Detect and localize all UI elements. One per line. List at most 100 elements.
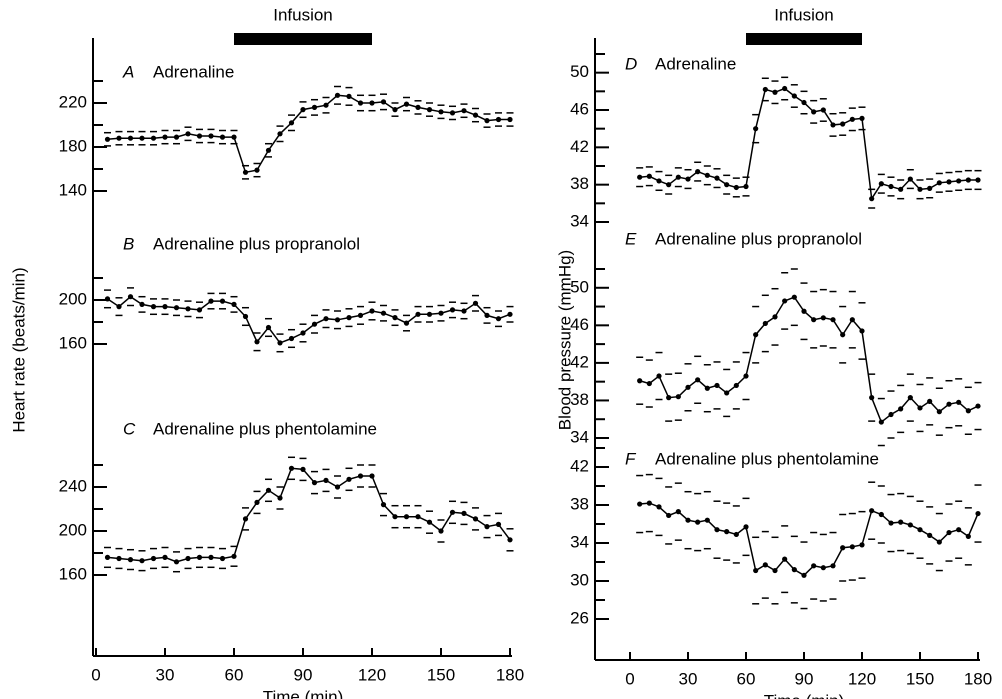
data-point	[139, 301, 145, 307]
data-point	[849, 544, 855, 550]
data-point	[791, 294, 797, 300]
data-point	[265, 487, 272, 493]
y-tick-label: 34	[570, 427, 589, 446]
data-point	[762, 320, 768, 327]
data-point	[753, 332, 759, 338]
y-tick-label: 38	[570, 390, 589, 409]
data-point	[472, 300, 479, 306]
y-tick-label: 34	[570, 532, 589, 551]
y-tick-label: 26	[570, 608, 589, 627]
data-point	[104, 136, 111, 142]
data-point	[782, 85, 788, 92]
data-point	[907, 522, 913, 528]
data-point	[685, 384, 691, 390]
data-point	[392, 514, 398, 520]
data-point	[415, 104, 421, 110]
data-point	[265, 324, 272, 331]
data-point	[762, 86, 768, 93]
data-point	[956, 399, 962, 405]
y-tick-label: 46	[570, 99, 589, 118]
data-point	[231, 134, 237, 140]
data-point	[472, 516, 479, 522]
data-point	[380, 502, 387, 508]
data-point	[380, 310, 387, 316]
data-point	[150, 135, 157, 141]
data-point	[334, 92, 341, 98]
x-axis-label: Time (min)	[263, 687, 344, 699]
data-point	[162, 134, 168, 140]
data-point	[484, 524, 490, 530]
y-tick-label: 160	[59, 333, 87, 352]
y-tick-label: 220	[59, 92, 87, 111]
data-point	[849, 116, 855, 122]
data-point	[380, 99, 387, 105]
data-point	[116, 304, 122, 310]
data-point	[946, 179, 952, 185]
y-tick-label: 34	[570, 211, 589, 230]
data-point	[219, 555, 226, 562]
data-point	[346, 315, 352, 321]
data-point	[936, 539, 942, 545]
data-point	[656, 504, 662, 510]
data-point	[830, 563, 836, 569]
data-point	[323, 102, 329, 108]
data-point	[849, 317, 855, 323]
y-tick-label: 180	[59, 136, 87, 155]
data-point	[150, 555, 157, 562]
x-tick-label: 90	[294, 665, 313, 684]
data-point	[392, 107, 398, 113]
data-point	[772, 567, 778, 574]
data-point	[830, 122, 836, 128]
data-point	[231, 553, 237, 559]
data-point	[219, 134, 226, 140]
data-point	[438, 528, 444, 534]
data-point	[695, 377, 701, 383]
data-point	[150, 304, 157, 310]
data-point	[820, 565, 826, 571]
data-point	[704, 172, 710, 178]
panel-letter: D	[625, 54, 637, 73]
data-point	[888, 183, 894, 190]
y-tick-label: 30	[570, 570, 589, 589]
y-tick-label: 46	[570, 315, 589, 334]
data-point	[704, 385, 710, 391]
x-tick-label: 180	[964, 669, 992, 688]
data-point	[438, 109, 444, 115]
data-point	[357, 100, 364, 106]
data-point	[956, 527, 962, 533]
data-point	[104, 296, 111, 302]
data-point	[888, 411, 894, 418]
data-point	[265, 147, 272, 153]
data-point	[772, 89, 778, 95]
data-point	[507, 537, 513, 543]
data-point	[656, 178, 662, 184]
data-point	[907, 176, 913, 182]
data-point	[254, 499, 260, 505]
x-tick-label: 0	[625, 669, 634, 688]
y-tick-label: 38	[570, 174, 589, 193]
data-point	[965, 408, 971, 414]
data-point	[461, 308, 467, 314]
x-tick-label: 60	[225, 665, 244, 684]
data-point	[334, 484, 341, 490]
panel-title: Adrenaline	[655, 54, 736, 73]
x-tick-label: 150	[906, 669, 934, 688]
data-point	[840, 545, 846, 551]
data-point	[656, 373, 662, 379]
data-point	[675, 509, 681, 515]
data-point	[675, 174, 681, 180]
data-point	[936, 409, 942, 415]
data-point	[946, 401, 952, 407]
data-point	[666, 512, 672, 519]
data-point	[975, 510, 981, 517]
data-point	[127, 294, 134, 300]
data-point	[927, 185, 933, 191]
data-point	[733, 531, 739, 538]
panel-title: Adrenaline plus propranolol	[153, 234, 360, 253]
data-point	[927, 532, 933, 539]
infusion-label: Infusion	[273, 5, 333, 24]
data-point	[724, 390, 730, 396]
data-point	[646, 173, 652, 179]
panel-letter: F	[625, 449, 637, 468]
infusion-bar	[234, 33, 372, 45]
